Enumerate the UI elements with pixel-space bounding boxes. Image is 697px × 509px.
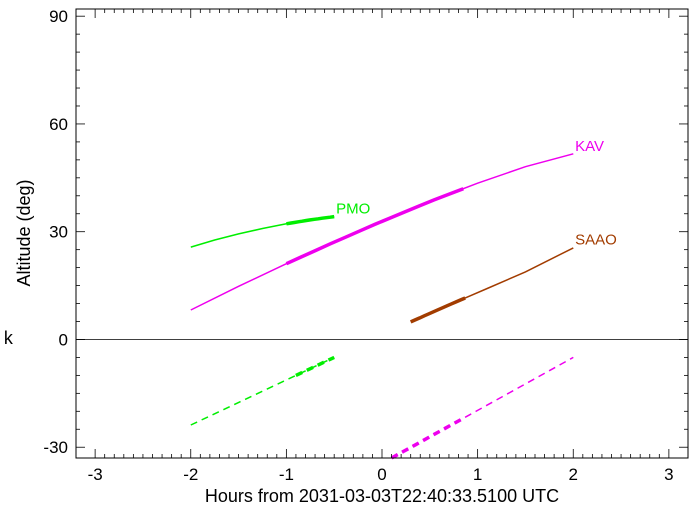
x-tick-label: 0 [377,465,386,484]
y-tick-label: 60 [49,115,68,134]
y-tick-label: 30 [49,223,68,242]
series-label-kav: KAV [575,138,604,155]
series-highlight-saao [409,296,466,324]
series-line-unnamed-4-dashed [391,356,574,459]
series-highlight-pmo [286,214,335,226]
y-tick-label: 0 [59,330,68,349]
y-axis-title: Altitude (deg) [14,179,34,286]
plot-lines: PMO KAV SAAO [190,138,617,460]
x-tick-label: 1 [473,465,482,484]
x-axis-title: Hours from 2031-03-03T22:40:33.5100 UTC [205,486,559,506]
x-tick-label: -2 [183,465,198,484]
y-tick-label: 90 [49,7,68,26]
x-tick-label: 3 [664,465,673,484]
x-tick-label: -1 [279,465,294,484]
y-tick-label: -30 [43,438,68,457]
x-tick-label: 2 [569,465,578,484]
series-label-pmo: PMO [336,201,370,218]
series-label-saao: SAAO [575,231,617,248]
axes: -3 -2 -1 0 1 2 3 90 60 30 0 -30 [43,7,689,484]
x-tick-label: -3 [88,465,103,484]
stray-glyph: k [3,330,14,350]
series-highlight-kav [285,187,464,266]
series-highlight-unnamed-4 [390,416,465,460]
